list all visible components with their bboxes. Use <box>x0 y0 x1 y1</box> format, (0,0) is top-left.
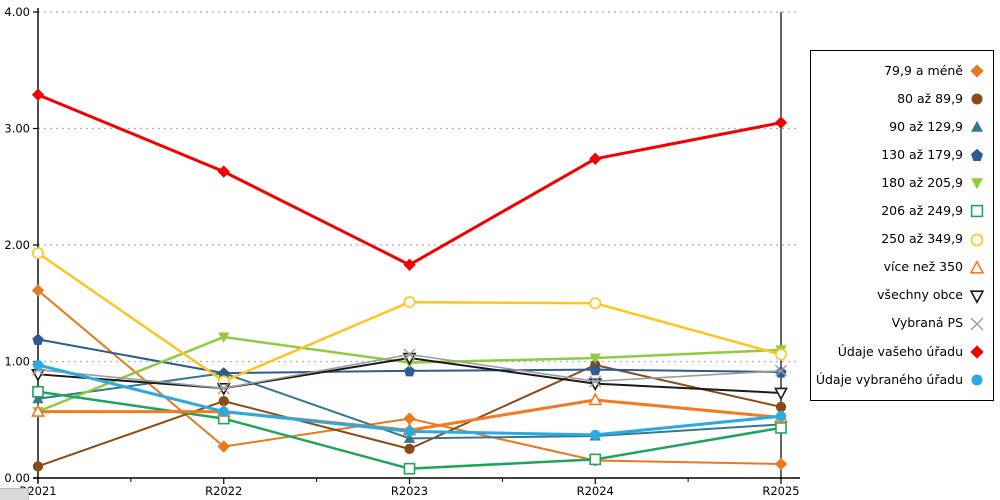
y-tick-label: 0.00 <box>4 471 30 485</box>
cross-open-marker-icon <box>970 317 984 331</box>
legend-item-130-a-179-9[interactable]: 130 až 179,9 <box>815 147 985 163</box>
legend-item-250-a-349-9[interactable]: 250 až 349,9 <box>815 232 985 248</box>
gridlines <box>38 11 797 363</box>
legend-item-daje-va-eho-adu[interactable]: Údaje vašeho úřadu <box>815 344 985 360</box>
triangle-up-filled-marker-icon <box>971 120 983 132</box>
series-daje-va-eho-adu <box>31 88 788 271</box>
triangle-down-open-marker-icon <box>969 290 985 304</box>
legend-label: všechny obce <box>877 287 963 303</box>
x-tick-label: R2025 <box>762 484 799 498</box>
legend-label: 90 až 129,9 <box>889 118 963 134</box>
legend-item-90-a-129-9[interactable]: 90 až 129,9 <box>815 119 985 135</box>
legend-label: 80 až 89,9 <box>897 90 963 106</box>
circle-filled-marker-icon <box>971 374 983 386</box>
legend-item-v-echny-obce[interactable]: všechny obce <box>815 288 985 304</box>
legend-label: 250 až 349,9 <box>881 231 963 247</box>
series-206-a-249-9 <box>32 385 787 475</box>
circle-open-marker-icon <box>970 233 984 246</box>
legend-item-daje-vybran-ho-adu[interactable]: Údaje vybraného úřadu <box>815 372 985 388</box>
legend-label: Údaje vašeho úřadu <box>837 343 963 359</box>
legend-label: 206 až 249,9 <box>881 203 963 219</box>
chart-legend: 79,9 a méně 80 až 89,9 90 až 129,9 130 až 1… <box>810 50 994 401</box>
diamond-filled-marker-icon <box>970 64 984 78</box>
window-corner-fragment <box>0 488 29 500</box>
legend-label: Vybraná PS <box>891 315 963 331</box>
y-tick-label: 1.00 <box>4 355 30 369</box>
diamond-filled-marker-icon <box>970 345 984 359</box>
y-tick-label: 3.00 <box>4 122 30 136</box>
legend-item-180-a-205-9[interactable]: 180 až 205,9 <box>815 175 985 191</box>
legend-label: 79,9 a méně <box>884 62 963 78</box>
legend-label: 130 až 179,9 <box>881 147 963 163</box>
legend-item-206-a-249-9[interactable]: 206 až 249,9 <box>815 203 985 219</box>
x-tick-label: R2023 <box>391 484 428 498</box>
circle-filled-marker-icon <box>971 93 983 105</box>
legend-item-vybran-ps[interactable]: Vybraná PS <box>815 316 985 332</box>
legend-item-v-ce-ne-350[interactable]: více než 350 <box>815 259 985 276</box>
triangle-up-open-marker-icon <box>969 259 985 274</box>
series-80-a-89-9 <box>32 359 787 472</box>
square-open-marker-icon <box>970 205 984 218</box>
x-tick-label: R2024 <box>577 484 614 498</box>
x-tick-label: R2022 <box>205 484 242 498</box>
legend-item-80-a-89-9[interactable]: 80 až 89,9 <box>815 91 985 107</box>
y-tick-label: 4.00 <box>4 5 30 19</box>
legend-label: 180 až 205,9 <box>881 175 963 191</box>
series-daje-vybran-ho-adu <box>32 359 787 441</box>
y-tick-label: 2.00 <box>4 238 30 252</box>
pentagon-filled-marker-icon <box>971 148 983 162</box>
legend-item-79-9-a-m-n[interactable]: 79,9 a méně <box>815 63 985 79</box>
triangle-down-filled-marker-icon <box>971 178 983 190</box>
legend-label: Údaje vybraného úřadu <box>815 371 963 387</box>
legend-label: více než 350 <box>883 259 963 275</box>
